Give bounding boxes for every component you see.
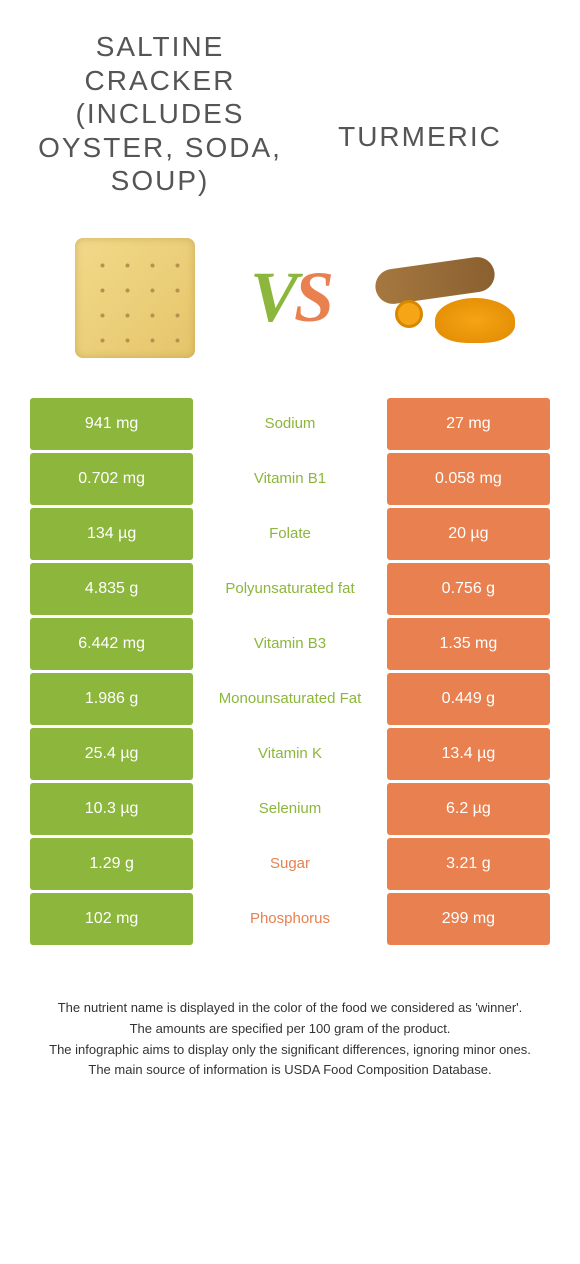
turmeric-icon xyxy=(375,253,515,343)
title-right: Turmeric xyxy=(290,30,550,154)
header: Saltine cracker (includes oyster, soda, … xyxy=(0,0,580,208)
value-right: 13.4 µg xyxy=(387,728,550,780)
footer-line: The infographic aims to display only the… xyxy=(30,1040,550,1061)
table-row: 102 mgPhosphorus299 mg xyxy=(30,893,550,945)
value-left: 0.702 mg xyxy=(30,453,193,505)
nutrient-label: Sugar xyxy=(196,838,384,890)
footer-line: The main source of information is USDA F… xyxy=(30,1060,550,1081)
value-left: 25.4 µg xyxy=(30,728,193,780)
value-right: 0.449 g xyxy=(387,673,550,725)
table-row: 25.4 µgVitamin K13.4 µg xyxy=(30,728,550,780)
table-row: 134 µgFolate20 µg xyxy=(30,508,550,560)
nutrient-label: Sodium xyxy=(196,398,384,450)
nutrient-label: Monounsaturated Fat xyxy=(196,673,384,725)
nutrient-label: Vitamin K xyxy=(196,728,384,780)
value-left: 941 mg xyxy=(30,398,193,450)
table-row: 10.3 µgSelenium6.2 µg xyxy=(30,783,550,835)
value-right: 20 µg xyxy=(387,508,550,560)
vs-label: VS xyxy=(250,256,330,339)
cracker-icon xyxy=(75,238,195,358)
title-left: Saltine cracker (includes oyster, soda, … xyxy=(30,30,290,198)
value-left: 1.986 g xyxy=(30,673,193,725)
footer-line: The nutrient name is displayed in the co… xyxy=(30,998,550,1019)
value-right: 0.756 g xyxy=(387,563,550,615)
value-right: 27 mg xyxy=(387,398,550,450)
value-left: 102 mg xyxy=(30,893,193,945)
nutrient-label: Folate xyxy=(196,508,384,560)
image-left xyxy=(40,228,230,368)
table-row: 1.986 gMonounsaturated Fat0.449 g xyxy=(30,673,550,725)
comparison-table: 941 mgSodium27 mg0.702 mgVitamin B10.058… xyxy=(30,398,550,945)
vs-v: V xyxy=(250,257,294,337)
nutrient-label: Phosphorus xyxy=(196,893,384,945)
vs-s: S xyxy=(294,257,330,337)
value-left: 6.442 mg xyxy=(30,618,193,670)
table-row: 941 mgSodium27 mg xyxy=(30,398,550,450)
value-right: 1.35 mg xyxy=(387,618,550,670)
value-right: 3.21 g xyxy=(387,838,550,890)
table-row: 4.835 gPolyunsaturated fat0.756 g xyxy=(30,563,550,615)
table-row: 1.29 gSugar3.21 g xyxy=(30,838,550,890)
vs-row: VS xyxy=(0,208,580,398)
nutrient-label: Polyunsaturated fat xyxy=(196,563,384,615)
value-right: 0.058 mg xyxy=(387,453,550,505)
image-right xyxy=(350,228,540,368)
nutrient-label: Vitamin B1 xyxy=(196,453,384,505)
value-left: 1.29 g xyxy=(30,838,193,890)
footer-line: The amounts are specified per 100 gram o… xyxy=(30,1019,550,1040)
value-left: 4.835 g xyxy=(30,563,193,615)
nutrient-label: Vitamin B3 xyxy=(196,618,384,670)
value-right: 299 mg xyxy=(387,893,550,945)
value-left: 134 µg xyxy=(30,508,193,560)
table-row: 6.442 mgVitamin B31.35 mg xyxy=(30,618,550,670)
footer-notes: The nutrient name is displayed in the co… xyxy=(0,948,580,1101)
nutrient-label: Selenium xyxy=(196,783,384,835)
value-left: 10.3 µg xyxy=(30,783,193,835)
table-row: 0.702 mgVitamin B10.058 mg xyxy=(30,453,550,505)
value-right: 6.2 µg xyxy=(387,783,550,835)
